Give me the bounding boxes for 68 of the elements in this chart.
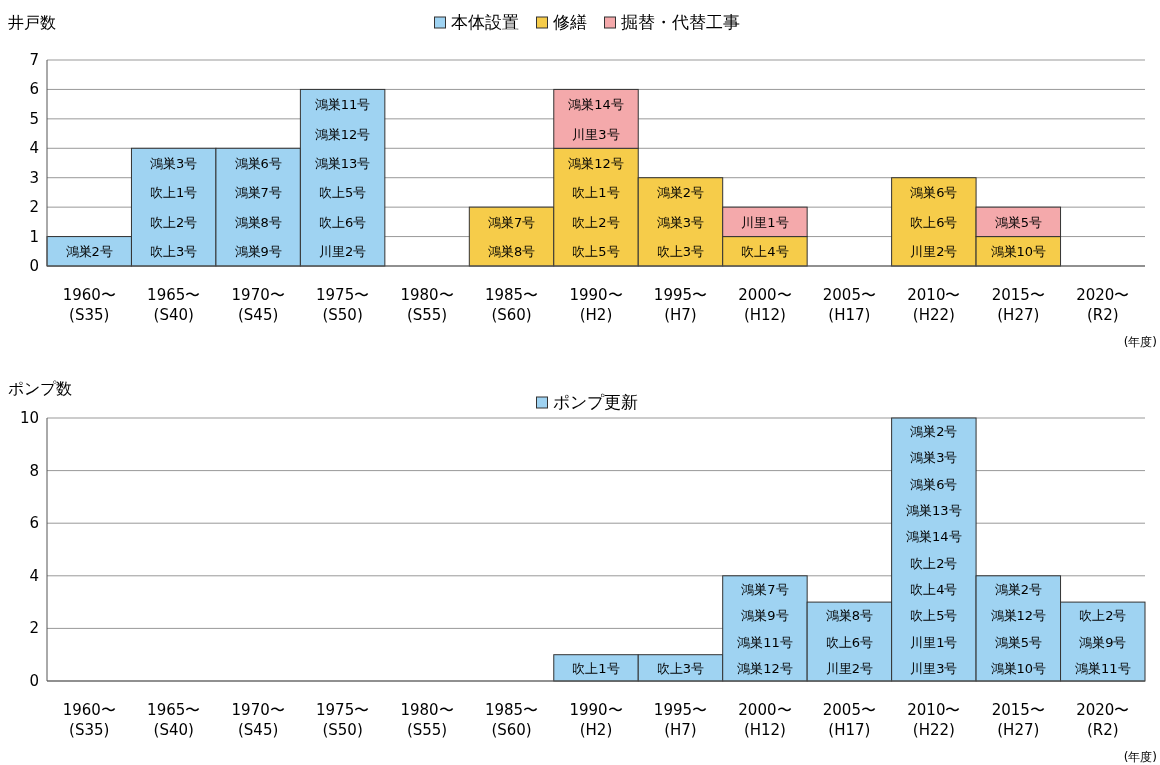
x-tick-label: 1980〜 (S55) (400, 286, 454, 325)
x-tick-label: 2005〜 (H17) (822, 286, 876, 325)
x-tick-label: 1995〜 (H7) (653, 701, 708, 740)
data-label: 鴻巣11号鴻巣12号鴻巣13号吹上5号吹上6号川里2号 (314, 97, 371, 260)
x-tick-label: 1990〜 (H2) (569, 701, 623, 740)
y-tick-label: 0 (29, 257, 39, 275)
x-tick-label: 1995〜 (H7) (653, 286, 708, 325)
x-tick-label: 2015〜 (H27) (991, 701, 1045, 740)
x-axis-title: (年度) (1123, 335, 1157, 349)
x-tick-label: 1965〜 (S40) (147, 286, 201, 325)
x-tick-label: 2010〜 (H22) (907, 286, 961, 325)
y-tick-label: 6 (29, 514, 39, 533)
y-tick-label: 2 (29, 198, 39, 217)
data-label: 鴻巣6号吹上6号川里2号 (910, 185, 958, 260)
x-tick-label: 1990〜 (H2) (569, 286, 623, 325)
x-tick-label: 2010〜 (H22) (907, 701, 961, 740)
data-label: 鴻巣3号吹上1号吹上2号吹上3号 (150, 156, 198, 260)
data-label: 吹上4号 (741, 244, 789, 260)
data-label: 吹上1号 (572, 660, 620, 676)
x-tick-label: 1960〜 (S35) (62, 286, 116, 325)
x-tick-label: 1970〜 (S45) (231, 701, 285, 740)
y-tick-label: 2 (29, 619, 39, 638)
y-axis-title: ポンプ数 (8, 379, 72, 398)
x-tick-label: 2000〜 (H12) (738, 286, 792, 325)
data-label: 鴻巣2号鴻巣12号鴻巣5号鴻巣10号 (990, 581, 1047, 676)
x-tick-label: 1960〜 (S35) (62, 701, 116, 740)
x-tick-label: 1980〜 (S55) (400, 701, 454, 740)
y-tick-label: 4 (29, 566, 39, 585)
y-tick-label: 1 (29, 227, 39, 246)
data-label: 鴻巣2号鴻巣3号吹上3号 (656, 185, 705, 260)
x-tick-label: 2000〜 (H12) (738, 701, 792, 740)
x-tick-label: 2020〜 (R2) (1076, 286, 1130, 325)
data-label: 鴻巣12号吹上1号吹上2号吹上5号 (568, 156, 624, 260)
y-tick-label: 4 (29, 139, 39, 158)
x-tick-label: 1985〜 (S60) (484, 286, 539, 325)
legend-label: 本体設置 (450, 12, 519, 32)
x-axis-title: (年度) (1123, 750, 1157, 764)
x-tick-label: 1975〜 (S50) (316, 286, 370, 325)
data-label: 鴻巣14号川里3号 (568, 97, 624, 142)
y-tick-label: 0 (29, 672, 39, 690)
x-tick-label: 1985〜 (S60) (484, 701, 539, 740)
x-tick-label: 1965〜 (S40) (147, 701, 201, 740)
x-tick-label: 1975〜 (S50) (316, 701, 370, 740)
y-tick-label: 6 (29, 80, 39, 99)
text: 鴻巣2号鴻巣3号鴻巣6号鴻巣13号鴻巣14号吹上2号吹上4号吹上5号川里1号川里3号 (906, 424, 962, 676)
x-tick-label: 2020〜 (R2) (1076, 701, 1130, 740)
data-label: 鴻巣8号吹上6号川里2号 (825, 608, 874, 676)
x-tick-label: 2015〜 (H27) (991, 286, 1045, 325)
y-tick-label: 8 (29, 461, 39, 480)
data-label: 鴻巣5号 (994, 214, 1042, 230)
data-label: 吹上3号 (656, 660, 705, 676)
data-label: 鴻巣10号 (990, 244, 1047, 260)
legend-label: ポンプ更新 (552, 392, 638, 412)
data-label: 鴻巣2号 (65, 244, 113, 260)
y-tick-label: 3 (29, 168, 39, 187)
legend-label: 修繕 (552, 12, 587, 32)
y-tick-label: 5 (29, 109, 39, 128)
x-tick-label: 1970〜 (S45) (231, 286, 285, 325)
legend-label: 掘替・代替工事 (620, 12, 740, 32)
y-axis-title: 井戸数 (8, 13, 56, 32)
x-tick-label: 2005〜 (H17) (822, 701, 876, 740)
data-label: 川里1号 (741, 214, 789, 230)
data-label: 鴻巣6号鴻巣7号鴻巣8号鴻巣9号 (234, 156, 282, 260)
y-tick-label: 7 (29, 51, 39, 69)
data-label: 吹上2号鴻巣9号鴻巣11号 (1075, 608, 1131, 676)
y-tick-label: 10 (19, 409, 39, 427)
data-label: 鴻巣7号鴻巣9号鴻巣11号鴻巣12号 (737, 581, 793, 676)
data-label: 鴻巣7号鴻巣8号 (487, 214, 536, 260)
